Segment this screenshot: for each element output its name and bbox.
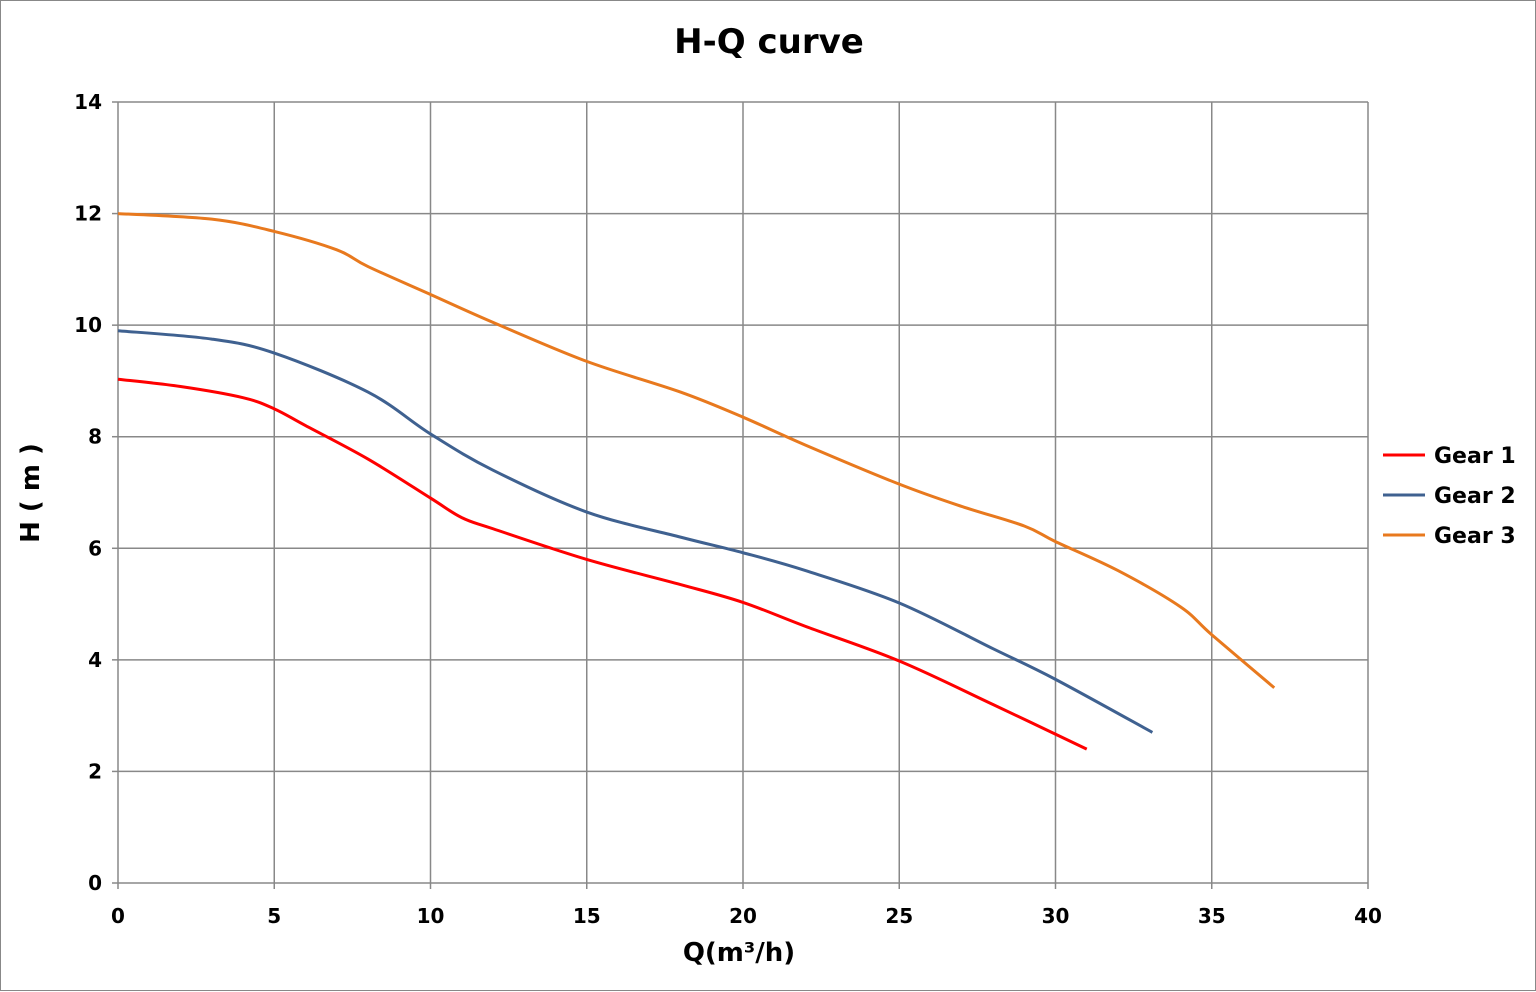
legend-label: Gear 2 xyxy=(1434,484,1516,509)
y-axis-label: H ( m ) xyxy=(16,443,46,543)
y-tick-label: 0 xyxy=(88,871,102,895)
chart-title: H-Q curve xyxy=(674,22,864,62)
legend-label: Gear 3 xyxy=(1434,524,1516,549)
grid xyxy=(112,101,1369,889)
x-tick-label: 15 xyxy=(573,904,601,928)
x-tick-label: 35 xyxy=(1198,904,1226,928)
series-line-gear-1 xyxy=(117,377,1088,751)
x-tick-label: 0 xyxy=(111,904,125,928)
x-tick-label: 10 xyxy=(417,904,445,928)
legend: Gear 1 Gear 2 Gear 3 xyxy=(1383,444,1516,549)
series-line-gear-2 xyxy=(117,329,1154,734)
series-line-gear-3 xyxy=(117,212,1276,689)
y-tick-label: 14 xyxy=(74,90,102,114)
x-axis-label: Q(m³/h) xyxy=(683,938,795,968)
x-tick-label: 40 xyxy=(1354,904,1382,928)
y-tick-label: 6 xyxy=(88,536,102,560)
y-tick-label: 2 xyxy=(88,759,102,783)
x-tick-label: 30 xyxy=(1042,904,1070,928)
y-tick-label: 8 xyxy=(88,425,102,449)
x-tick-label: 5 xyxy=(267,904,281,928)
y-tick-label: 10 xyxy=(74,313,102,337)
y-tick-label: 12 xyxy=(74,202,102,226)
tick-labels: 0 5 10 15 20 25 30 35 40 0 2 4 6 8 10 12 14 xyxy=(74,90,1382,928)
x-tick-label: 20 xyxy=(729,904,757,928)
legend-label: Gear 1 xyxy=(1434,444,1516,469)
x-tick-label: 25 xyxy=(885,904,913,928)
series-lines xyxy=(117,212,1276,751)
y-tick-label: 4 xyxy=(88,648,102,672)
